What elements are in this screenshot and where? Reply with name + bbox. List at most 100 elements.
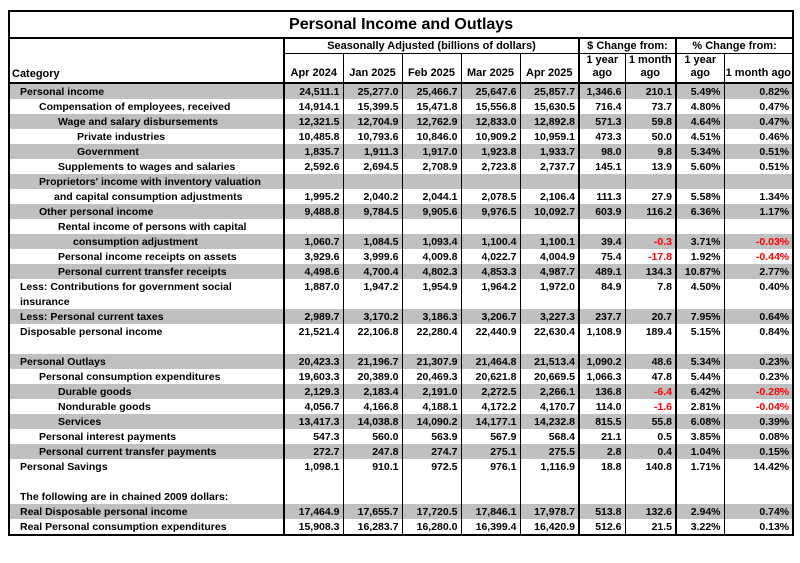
value-cell: 14.42% (753, 460, 790, 473)
category-cell: Durable goods (9, 384, 285, 400)
value-cell: 275.1 (461, 444, 521, 460)
value-cell: 247.8 (343, 444, 403, 460)
value-cell: 25,857.7 (520, 83, 580, 100)
table-row: Personal consumption expenditures 19,603.… (9, 369, 793, 385)
value-cell: 1,835.7 (284, 144, 344, 160)
value-cell: 3.22% (676, 519, 725, 536)
value-cell: 10,485.8 (284, 129, 344, 145)
value-cell: 73.7 (625, 99, 677, 115)
value-cell (520, 489, 580, 505)
value-cell: 0.51% (759, 160, 790, 173)
value-cell (343, 294, 403, 310)
table-row: Disposable personal income 21,521.4 22,106… (9, 324, 793, 340)
header-column-row: Apr 2024 Jan 2025 Feb 2025 Mar 2025 Apr … (9, 53, 794, 85)
value-cell: 25,277.0 (343, 83, 403, 100)
value-cell: 272.7 (284, 444, 344, 460)
table-row: Private industries 10,485.8 10,793.6 10,846… (9, 129, 793, 145)
value-cell (579, 294, 626, 310)
value-cell: 603.9 (579, 204, 626, 220)
table-row: Real Disposable personal income 17,464.9 1… (9, 504, 794, 520)
value-cell (579, 489, 626, 505)
value-cell: 22,440.9 (461, 324, 521, 340)
value-cell: 21.1 (579, 429, 626, 445)
value-cell (402, 219, 462, 235)
value-cell: 4,170.7 (520, 399, 580, 415)
value-cell: 3,227.3 (520, 309, 580, 325)
table-row: Personal income receipts on assets 3,929.… (9, 249, 793, 265)
value-cell: 9,488.8 (284, 204, 344, 220)
value-cell: 2,044.1 (402, 189, 462, 205)
value-cell (724, 339, 793, 354)
value-cell: 976.1 (461, 459, 521, 475)
value-cell: 2,592.6 (284, 159, 344, 175)
table-row: Other personal income 9,488.8 9,784.5 9,905… (9, 204, 794, 220)
category-cell: Personal consumption expenditures (9, 369, 285, 385)
value-cell: -1.6 (625, 399, 677, 415)
value-cell: 2,129.3 (284, 384, 344, 400)
value-cell: 9,784.5 (343, 204, 403, 220)
value-cell: 25,466.7 (402, 83, 462, 100)
value-cell: 0.08% (759, 430, 790, 443)
value-cell: 563.9 (402, 429, 462, 445)
value-cell (284, 219, 344, 235)
table-row: Less: Personal current taxes 2,989.7 3,170… (9, 309, 794, 325)
value-cell: 4.50% (676, 279, 725, 295)
month-column-header: Jan 2025 (343, 53, 403, 85)
value-cell: 237.7 (579, 309, 626, 325)
value-cell: 59.8 (625, 114, 677, 130)
value-cell (402, 339, 462, 355)
value-cell (284, 474, 344, 490)
category-cell: Services (9, 414, 285, 430)
value-cell: 568.4 (520, 429, 580, 445)
value-cell: 20,669.5 (520, 369, 580, 385)
value-cell: 21,464.8 (461, 354, 521, 370)
value-cell (676, 474, 725, 490)
value-cell: 16,420.9 (520, 519, 580, 536)
value-cell: 1,090.2 (579, 354, 626, 370)
category-cell: The following are in chained 2009 dollar… (9, 489, 285, 505)
category-cell: Personal current transfer receipts (9, 264, 285, 280)
table-row: Durable goods 2,129.3 2,183.4 2,191.0 2,272.… (9, 384, 794, 400)
value-cell (402, 489, 462, 505)
value-cell: 0.5 (625, 429, 677, 445)
month-column-header: Apr 2025 (520, 53, 580, 85)
value-cell: 910.1 (343, 459, 403, 475)
value-cell (724, 174, 794, 190)
category-cell: and capital consumption adjustments (9, 189, 285, 205)
value-cell: 27.9 (625, 189, 677, 205)
value-cell: 1,093.4 (402, 234, 462, 250)
income-outlays-table: Personal Income and Outlays Category Sea… (8, 10, 795, 537)
value-cell: 55.8 (625, 414, 677, 430)
value-cell (676, 339, 725, 355)
value-cell: 1,911.3 (343, 144, 403, 160)
value-cell: 3,206.7 (461, 309, 521, 325)
value-cell: 9.8 (625, 144, 677, 160)
header-group-row: Category Seasonally Adjusted (billions o… (9, 38, 794, 85)
value-cell: 1,954.9 (402, 279, 462, 295)
value-cell: 0.39% (724, 414, 794, 430)
table-row: The following are in chained 2009 dollar… (9, 489, 793, 505)
value-cell (625, 294, 677, 310)
value-cell (520, 474, 580, 490)
table-row: and capital consumption adjustments 1,995… (9, 189, 793, 205)
table-row (9, 474, 793, 490)
category-cell: Other personal income (9, 204, 285, 220)
value-cell: 274.7 (402, 444, 462, 460)
value-cell: 17,464.9 (284, 504, 344, 520)
value-cell: 136.8 (579, 384, 626, 400)
category-cell (9, 339, 285, 355)
value-cell: 5.34% (676, 354, 725, 370)
value-cell: -0.04% (755, 400, 790, 413)
value-cell (284, 294, 344, 310)
value-cell (343, 489, 403, 505)
value-cell: -0.28% (724, 384, 794, 400)
value-cell: 4,700.4 (343, 264, 403, 280)
title-row: Personal Income and Outlays (9, 11, 794, 39)
value-cell: 1.04% (676, 444, 725, 460)
value-cell: 2,106.4 (520, 189, 580, 205)
value-cell: 513.8 (579, 504, 626, 520)
value-cell (625, 339, 677, 355)
value-cell: 4.51% (676, 129, 725, 145)
value-cell: 21.5 (625, 519, 677, 536)
value-cell: 14,090.2 (402, 414, 462, 430)
